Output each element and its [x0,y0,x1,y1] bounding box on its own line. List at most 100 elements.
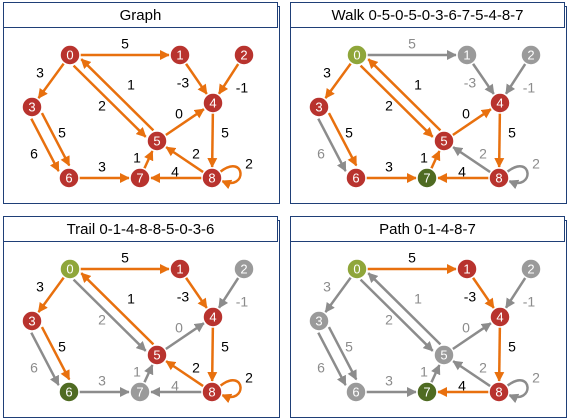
edge-3-6b [317,332,347,386]
edge-1-4 [184,62,208,95]
node-circle [58,381,80,403]
node-label: 4 [209,309,216,324]
edge-3-6a [327,326,358,381]
node-6: 6 [345,167,367,189]
node-label: 3 [315,313,322,328]
edge-3-6a [40,112,71,167]
node-label: 7 [136,384,143,399]
node-2: 2 [520,44,542,66]
edge-7-5 [430,150,441,170]
edge-weight-label: 0 [462,320,470,336]
node-7: 7 [129,381,151,403]
edge-3-6a [40,326,71,381]
edge-weight-label: 2 [98,312,106,328]
node-circle [345,381,367,403]
node-circle [58,167,80,189]
node-label: 5 [153,133,160,148]
edge-weight-label: 3 [36,65,44,81]
edge-weight-label: -3 [177,75,190,91]
edge-0-5 [72,64,147,138]
edge-1-4 [471,62,495,95]
node-circle [433,130,455,152]
edge-5-0 [80,272,155,346]
edge-weight-label: 5 [408,36,416,52]
node-1: 1 [169,258,191,280]
node-circle [488,381,510,403]
edge-8-8 [506,165,529,190]
edge-weight-label: 4 [171,164,179,180]
edge-weight-label: 2 [192,360,200,376]
edge-0-3 [37,62,66,99]
node-circle [146,344,168,366]
edge-weight-label: 2 [479,146,487,162]
edge-7-5 [143,150,154,170]
edge-weight-label: 2 [385,312,393,328]
node-label: 8 [495,170,502,185]
edge-2-4 [217,276,240,309]
node-2: 2 [233,44,255,66]
node-circle [146,130,168,152]
edge-5-4 [164,108,205,137]
edge-weight-label: 5 [508,339,516,355]
node-3: 3 [308,96,330,118]
edge-weight-label: 2 [245,370,253,386]
node-8: 8 [488,381,510,403]
node-0: 0 [59,44,81,66]
edge-weight-label: 1 [133,364,141,380]
edge-weight-label: 3 [98,159,106,175]
node-label: 7 [136,170,143,185]
edge-weight-label: 1 [414,77,422,93]
edge-weight-label: 6 [30,146,38,162]
edge-weight-label: -3 [464,289,477,305]
node-6: 6 [58,381,80,403]
edge-5-4 [451,108,492,137]
edge-weight-label: 1 [414,291,422,307]
edge-weight-label: 6 [30,360,38,376]
node-5: 5 [146,130,168,152]
node-label: 3 [28,313,35,328]
edge-5-4 [164,322,205,351]
node-1: 1 [456,44,478,66]
edge-4-8 [207,326,218,383]
node-label: 6 [352,170,359,185]
node-circle [202,92,224,114]
edge-weight-label: 0 [175,106,183,122]
node-circle [202,306,224,328]
node-6: 6 [345,381,367,403]
node-circle [416,167,438,189]
node-label: 7 [423,384,430,399]
edge-7-5 [430,364,441,384]
node-3: 3 [21,96,43,118]
node-label: 2 [240,261,247,276]
edge-0-5 [72,278,147,352]
node-label: 4 [496,309,503,324]
edge-3-6b [317,118,347,172]
edge-weight-label: 5 [58,125,66,141]
edge-weight-label: 5 [221,339,229,355]
edge-weight-label: 5 [121,36,129,52]
edge-weight-label: 5 [508,125,516,141]
node-2: 2 [520,258,542,280]
edge-8-8 [506,379,529,404]
edge-weight-label: -1 [523,294,536,310]
edge-7-5 [143,364,154,384]
node-2: 2 [233,258,255,280]
node-label: 1 [463,47,470,62]
node-circle [59,258,81,280]
node-circle [201,381,223,403]
edge-0-5 [359,64,434,138]
node-label: 2 [527,47,534,62]
node-8: 8 [201,381,223,403]
edge-weight-label: 0 [462,106,470,122]
edge-weight-label: 2 [385,98,393,114]
edge-weight-label: -1 [236,80,249,96]
node-circle [346,258,368,280]
node-7: 7 [129,167,151,189]
edge-3-6b [30,332,60,386]
node-5: 5 [433,344,455,366]
edge-weight-label: 5 [58,339,66,355]
node-4: 4 [202,306,224,328]
edge-2-4 [217,62,240,95]
